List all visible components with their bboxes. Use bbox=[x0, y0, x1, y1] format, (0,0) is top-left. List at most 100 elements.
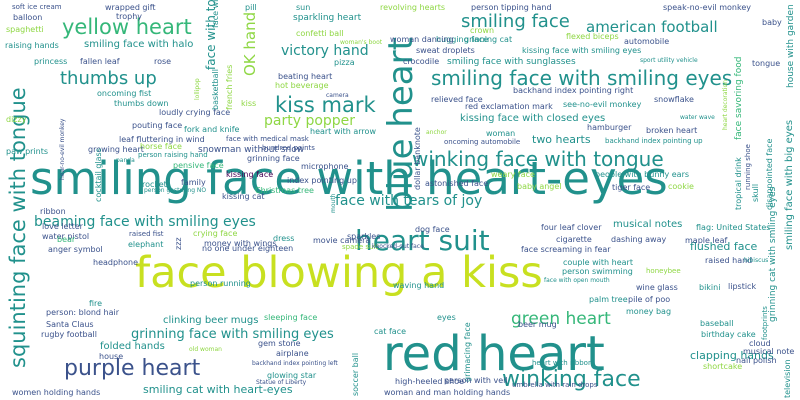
word: baby bbox=[762, 18, 782, 27]
word: shortcake bbox=[703, 362, 743, 371]
word: kissing face bbox=[226, 170, 274, 179]
word: pill bbox=[245, 3, 257, 12]
word: snowflake bbox=[654, 95, 694, 104]
word: panda bbox=[116, 157, 135, 164]
word: automobile bbox=[624, 37, 670, 46]
word: hibiscus bbox=[744, 257, 769, 264]
word: zzz bbox=[174, 237, 183, 250]
word: waving hand bbox=[393, 281, 445, 290]
word: face with tongue bbox=[211, 0, 220, 28]
word: beaming face with smiling eyes bbox=[34, 214, 256, 230]
word: trophy bbox=[116, 12, 143, 21]
word: face with medical mask bbox=[226, 135, 309, 143]
word: fire bbox=[89, 299, 103, 308]
word: hear-no-evil monkey bbox=[59, 118, 66, 180]
word: sport utility vehicle bbox=[640, 57, 698, 64]
word: loudly crying face bbox=[159, 108, 231, 117]
word: paw prints bbox=[6, 147, 49, 156]
word: honeybee bbox=[646, 267, 681, 275]
word: beer mug bbox=[518, 320, 557, 329]
word: kissing face with closed eyes bbox=[460, 113, 606, 124]
word: smiling face with sunglasses bbox=[447, 57, 576, 67]
word: broken heart bbox=[646, 126, 698, 135]
word: growing heart bbox=[88, 145, 144, 154]
word: woman's boot bbox=[340, 39, 383, 46]
word: spade suit bbox=[342, 243, 379, 251]
word: people with bunny ears bbox=[595, 170, 690, 179]
word: running shoe bbox=[744, 144, 752, 190]
word: hamburger bbox=[587, 123, 632, 132]
word: flushed face bbox=[690, 240, 758, 253]
word: wrapped gift bbox=[105, 3, 156, 12]
word: love letter bbox=[42, 222, 83, 231]
word: flag: United States bbox=[696, 223, 771, 232]
word: french fries bbox=[225, 64, 234, 110]
word: dashing away bbox=[611, 235, 667, 244]
word: heart with arrow bbox=[310, 127, 376, 136]
word: person gesturing NO bbox=[144, 187, 207, 194]
word: lollipop bbox=[194, 78, 201, 100]
word: astonished face bbox=[425, 179, 489, 188]
word: red exclamation mark bbox=[465, 102, 553, 111]
word: musical note bbox=[743, 347, 795, 356]
word: dizzy bbox=[6, 115, 27, 124]
word: sparkling heart bbox=[293, 13, 362, 23]
word: red heart bbox=[383, 326, 605, 382]
word: water pistol bbox=[42, 232, 90, 241]
word: person swimming bbox=[562, 267, 633, 276]
word: basketball bbox=[211, 69, 220, 110]
word: musical notes bbox=[613, 219, 683, 230]
word: winking face bbox=[502, 367, 641, 392]
word: high-heeled shoe bbox=[395, 377, 465, 386]
word: beating heart bbox=[278, 72, 333, 81]
word: hugging face bbox=[436, 35, 489, 44]
word: smiling face bbox=[461, 11, 570, 32]
word: person: blond hair bbox=[46, 308, 120, 317]
word: sweat droplets bbox=[416, 46, 475, 55]
word: nail polish bbox=[736, 356, 777, 365]
word: person running bbox=[190, 279, 251, 288]
word: woman bbox=[486, 129, 516, 138]
word: couple with heart bbox=[563, 258, 633, 267]
word: pouting face bbox=[132, 121, 183, 130]
word: yellow heart bbox=[62, 15, 192, 39]
word: Santa Claus bbox=[46, 320, 94, 329]
word: heart suit bbox=[355, 224, 490, 257]
word: party popper bbox=[264, 113, 356, 129]
word: balloon bbox=[13, 13, 43, 22]
word: purple heart bbox=[64, 356, 201, 381]
word: crying face bbox=[193, 229, 238, 238]
word: raising hands bbox=[5, 41, 59, 50]
word: clinking beer mugs bbox=[163, 315, 259, 326]
word: dress bbox=[273, 234, 295, 243]
word: television bbox=[783, 359, 792, 398]
word: revolving hearts bbox=[380, 3, 446, 12]
word: sparkles bbox=[347, 232, 381, 241]
word: grinning face bbox=[247, 154, 300, 163]
word: tongue bbox=[752, 59, 781, 68]
word: bikini bbox=[699, 283, 721, 292]
word: heart with ribbon bbox=[532, 359, 593, 367]
word: snowman without snow bbox=[198, 145, 305, 155]
word: person tipping hand bbox=[471, 3, 552, 12]
word: confetti ball bbox=[296, 29, 344, 38]
word: grinning face with smiling eyes bbox=[131, 327, 334, 342]
word: baby angel bbox=[517, 182, 562, 191]
word: woman dancing bbox=[390, 35, 454, 44]
word: eyes bbox=[437, 313, 456, 322]
word: crown bbox=[470, 26, 495, 35]
word: folded hands bbox=[100, 341, 165, 352]
word: gem stone bbox=[258, 339, 301, 348]
word: palm tree bbox=[589, 295, 628, 304]
word: pizza bbox=[334, 58, 355, 67]
word: headphone bbox=[93, 258, 139, 267]
word: see-no-evil monkey bbox=[563, 100, 642, 109]
word: kiss mark bbox=[275, 93, 376, 117]
word: index pointing up bbox=[287, 176, 357, 185]
word: cocktail glass bbox=[94, 148, 103, 202]
word: smiling face with heart-eyes bbox=[30, 152, 668, 205]
word: Christmas tree bbox=[255, 186, 314, 195]
word: smiling face with halo bbox=[84, 39, 194, 50]
word: knocked-out face bbox=[372, 243, 424, 250]
word: cloud bbox=[749, 339, 771, 348]
